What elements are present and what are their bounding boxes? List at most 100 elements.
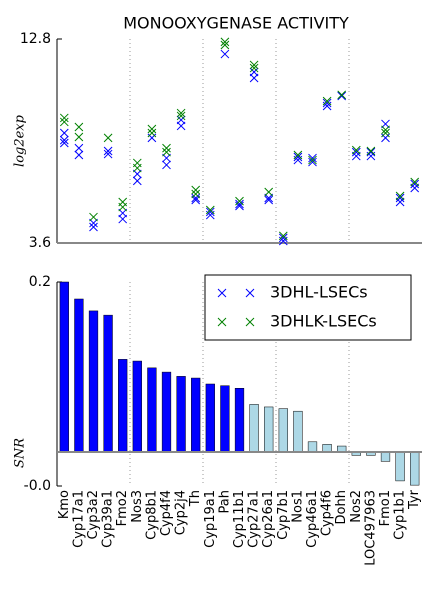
marker: [89, 222, 98, 232]
y-tick-label: 0.2: [29, 274, 51, 290]
marker: [74, 150, 84, 160]
marker: [220, 49, 230, 59]
marker: [147, 124, 157, 134]
marker: [235, 201, 244, 211]
marker: [191, 193, 201, 203]
x-tick-label: Fmo1: [378, 490, 393, 526]
bar: [220, 385, 230, 453]
y-axis-label: log2exp: [13, 114, 28, 167]
x-tick-label: Th: [188, 490, 203, 507]
bar: [205, 383, 215, 453]
bar: [161, 371, 172, 453]
x-tick-label: Kmo: [57, 490, 72, 519]
marker: [381, 133, 390, 143]
bar: [293, 410, 303, 453]
marker: [249, 60, 259, 70]
marker: [308, 153, 317, 163]
marker: [205, 205, 215, 215]
x-tick-label: Cyp1b1: [393, 490, 408, 540]
bar: [395, 451, 405, 482]
marker: [59, 135, 69, 145]
chart-title: MONOOXYGENASE ACTIVITY: [123, 14, 349, 33]
marker: [381, 125, 390, 135]
marker: [103, 149, 113, 159]
marker: [147, 128, 157, 138]
legend-marker: [217, 317, 227, 327]
marker: [59, 117, 69, 127]
marker: [410, 179, 420, 189]
bar: [322, 444, 332, 453]
y-tick-label: -0.0: [24, 478, 51, 494]
legend-marker: [245, 288, 255, 298]
bar: [264, 406, 274, 453]
marker: [118, 202, 128, 212]
marker: [220, 40, 230, 50]
legend-box: [204, 274, 412, 341]
y-tick-label: 3.6: [29, 235, 51, 251]
bar: [132, 360, 142, 453]
marker: [74, 143, 84, 153]
x-tick-label: Cyp11b1: [232, 490, 247, 548]
legend-marker: [217, 288, 227, 298]
bar: [118, 359, 128, 453]
bar: [410, 451, 420, 486]
marker: [235, 199, 244, 209]
marker: [308, 157, 317, 167]
bar: [380, 451, 391, 462]
marker: [337, 91, 347, 101]
marker: [162, 160, 171, 170]
x-tick-label: Cyp39a1: [101, 490, 116, 548]
legend: 3DHL-LSECs 3DHLK-LSECs: [204, 274, 412, 341]
marker: [205, 207, 215, 217]
legend-label: 3DHLK-LSECs: [270, 312, 377, 331]
legend-marker: [245, 317, 255, 327]
x-tick-label: Cyp46a1: [305, 490, 320, 548]
marker: [381, 128, 390, 138]
marker: [89, 212, 98, 222]
marker: [366, 146, 376, 156]
marker: [351, 147, 361, 157]
x-tick-label: Cyp19a1: [203, 490, 218, 548]
x-tick-label: Nos2: [349, 490, 364, 523]
marker: [118, 214, 128, 224]
marker: [176, 121, 186, 131]
marker: [176, 108, 186, 118]
marker: [191, 185, 201, 195]
bar: [88, 310, 99, 453]
marker: [74, 122, 84, 132]
x-tick-label: Tyr: [407, 489, 422, 510]
marker: [103, 146, 113, 156]
x-tick-label: Nos1: [290, 490, 305, 523]
bar: [147, 367, 157, 453]
marker: [410, 177, 420, 187]
marker: [322, 96, 332, 106]
x-tick-label: Cyp2j4: [174, 490, 189, 535]
x-tick-label: Cyp26a1: [261, 490, 276, 548]
marker: [59, 138, 69, 148]
marker: [59, 128, 69, 138]
x-tick-label: Nos3: [130, 490, 145, 523]
bar: [249, 404, 259, 453]
x-tick-label: Cyp27a1: [247, 490, 262, 548]
x-tick-label: LOC497963: [363, 490, 378, 566]
marker: [74, 132, 84, 142]
bar: [103, 314, 113, 453]
marker: [278, 233, 288, 243]
marker: [264, 187, 274, 197]
marker: [162, 147, 171, 157]
marker: [366, 147, 376, 157]
bar: [176, 376, 186, 453]
marker: [278, 231, 288, 241]
marker: [235, 196, 244, 206]
marker: [162, 143, 171, 153]
x-tick-label: Cyp17a1: [71, 490, 86, 548]
x-tick-label: Cyp3a2: [86, 490, 101, 540]
marker: [147, 133, 157, 143]
marker: [395, 191, 405, 201]
bar: [74, 298, 84, 453]
x-tick-label: Fmo2: [115, 490, 130, 526]
marker: [132, 176, 142, 186]
bar: [234, 388, 245, 453]
marker: [337, 90, 347, 100]
